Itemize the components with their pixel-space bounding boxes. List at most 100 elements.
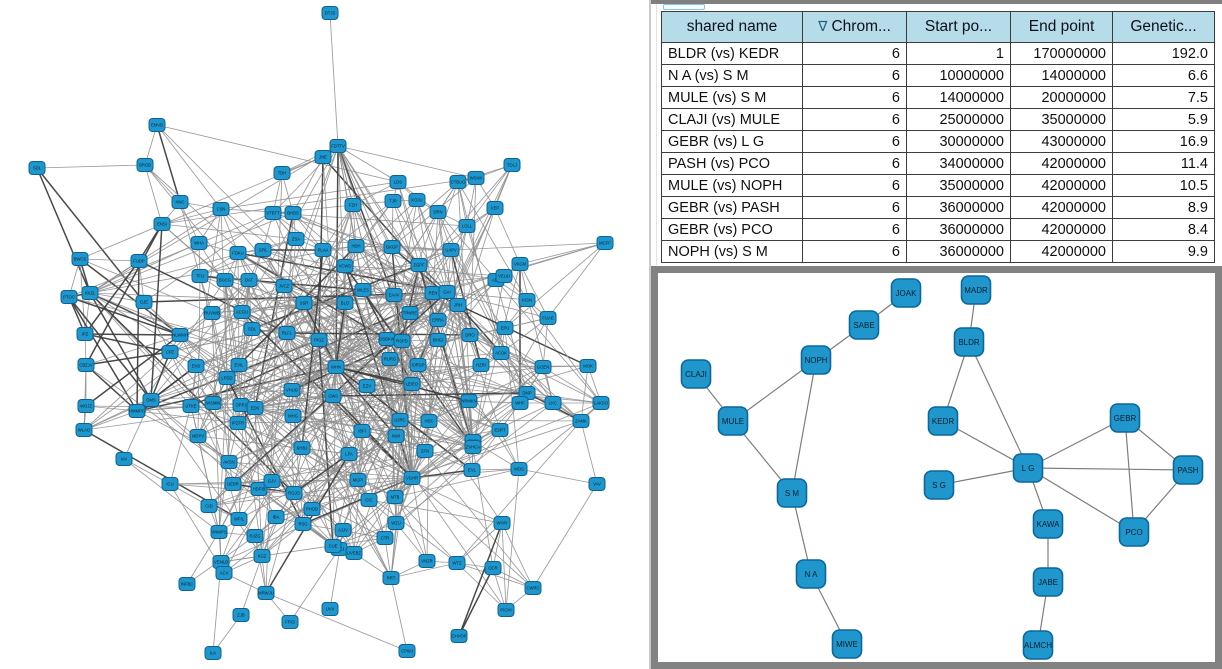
network-node[interactable]: VNZR: [418, 554, 436, 568]
network-node[interactable]: RJZG: [246, 529, 264, 543]
network-node[interactable]: LAKSO: [592, 396, 610, 410]
network-node[interactable]: ENSI: [153, 217, 171, 231]
network-node[interactable]: ALMCH: [1022, 630, 1054, 660]
network-node[interactable]: CLAJI: [680, 359, 712, 389]
network-node[interactable]: CUE: [324, 539, 342, 553]
network-node[interactable]: IBA: [267, 510, 285, 524]
network-node[interactable]: CID: [200, 499, 218, 513]
network-node[interactable]: SDL: [243, 322, 261, 336]
network-node[interactable]: GRL: [254, 243, 272, 257]
column-header-chrom[interactable]: ∇ Chrom...: [802, 11, 907, 43]
filter-icon[interactable]: ∇: [818, 18, 828, 34]
network-node[interactable]: DAT: [240, 273, 258, 287]
network-node[interactable]: AJJV: [334, 523, 352, 537]
table-cell[interactable]: 6: [802, 196, 907, 219]
network-node[interactable]: UJRC: [391, 413, 409, 427]
network-node[interactable]: NWI: [387, 429, 405, 443]
network-node[interactable]: OCR: [484, 561, 502, 575]
network-node[interactable]: VCWD: [336, 259, 354, 273]
network-node[interactable]: TDH: [273, 166, 291, 180]
network-node[interactable]: CTR: [376, 531, 394, 545]
network-node[interactable]: SSR: [295, 296, 313, 310]
network-node[interactable]: ZAMK: [572, 414, 590, 428]
network-node[interactable]: KEP: [486, 201, 504, 215]
network-node[interactable]: MHG: [284, 409, 302, 423]
network-node[interactable]: JRH: [449, 298, 467, 312]
table-cell[interactable]: 36000000: [906, 218, 1011, 241]
table-cell[interactable]: MULE (vs) S M: [661, 86, 803, 109]
network-node[interactable]: HZRI: [472, 358, 490, 372]
table-cell[interactable]: 6: [802, 64, 907, 87]
network-node[interactable]: UAPV: [442, 243, 460, 257]
network-node[interactable]: WFIL: [230, 512, 248, 526]
network-node[interactable]: WHN: [327, 360, 345, 374]
network-node[interactable]: WHF: [511, 396, 529, 410]
network-node[interactable]: EAAV: [385, 288, 403, 302]
table-cell[interactable]: 6: [802, 152, 907, 175]
network-node[interactable]: ZFN: [416, 444, 434, 458]
network-node[interactable]: JVCZ: [275, 279, 293, 293]
network-node[interactable]: CSN: [212, 202, 230, 216]
table-cell[interactable]: 16.9: [1112, 130, 1215, 153]
network-node[interactable]: PCO: [1118, 517, 1150, 547]
network-node[interactable]: RURG: [381, 352, 399, 366]
network-node[interactable]: IORSP: [409, 358, 427, 372]
table-cell[interactable]: 34000000: [906, 152, 1011, 175]
table-row[interactable]: NOPH (vs) S M 6 36000000 42000000 9.9: [661, 240, 1215, 263]
network-node[interactable]: JABE: [1032, 567, 1064, 597]
network-node[interactable]: VAV: [588, 477, 606, 491]
network-node[interactable]: TOLJ: [503, 158, 521, 172]
network-node[interactable]: FDKU: [229, 246, 247, 260]
network-node[interactable]: TFIJ: [191, 269, 209, 283]
network-node[interactable]: SABE: [848, 310, 880, 340]
network-node[interactable]: KHBJ: [293, 441, 311, 455]
table-cell[interactable]: 7.5: [1112, 86, 1215, 109]
table-cell[interactable]: 8.9: [1112, 196, 1215, 219]
network-node[interactable]: ZVHCA: [464, 440, 482, 454]
column-header-sharedname[interactable]: shared name: [661, 11, 803, 43]
table-cell[interactable]: 30000000: [906, 130, 1011, 153]
network-node[interactable]: PLAA: [314, 243, 332, 257]
table-cell[interactable]: 35000000: [906, 174, 1011, 197]
network-node[interactable]: EZV: [358, 379, 376, 393]
network-node[interactable]: LEIEO: [403, 377, 421, 391]
panel-splitter[interactable]: [649, 0, 651, 669]
network-node[interactable]: KISN: [518, 293, 536, 307]
network-node[interactable]: IPZ: [76, 327, 94, 341]
table-row[interactable]: BLDR (vs) KEDR 6 1 170000000 192.0: [661, 42, 1215, 65]
table-cell[interactable]: 6: [802, 108, 907, 131]
network-node[interactable]: S G: [923, 470, 955, 500]
table-cell[interactable]: BLDR (vs) KEDR: [661, 42, 803, 65]
network-node[interactable]: UTKE: [182, 399, 200, 413]
table-cell[interactable]: 8.4: [1112, 218, 1215, 241]
network-node[interactable]: HDC: [420, 414, 438, 428]
network-node[interactable]: HDFIB: [250, 482, 268, 496]
table-row[interactable]: CLAJI (vs) MULE 6 25000000 35000000 5.9: [661, 108, 1215, 131]
network-node[interactable]: JNE: [314, 150, 332, 164]
table-cell[interactable]: 42000000: [1010, 218, 1113, 241]
table-cell[interactable]: MULE (vs) NOPH: [661, 174, 803, 197]
network-node[interactable]: VKCM: [511, 257, 529, 271]
network-node[interactable]: VHUG: [283, 383, 301, 397]
table-cell[interactable]: 6.6: [1112, 64, 1215, 87]
table-cell[interactable]: 1: [906, 42, 1011, 65]
network-node[interactable]: GHVOP: [450, 629, 468, 643]
network-node[interactable]: CWRC: [524, 581, 542, 595]
network-node[interactable]: BLO: [336, 296, 354, 310]
network-node[interactable]: RRT: [382, 571, 400, 585]
network-node[interactable]: PHOD: [303, 502, 321, 516]
table-cell[interactable]: 6: [802, 86, 907, 109]
network-node[interactable]: LPDD: [218, 371, 236, 385]
column-header-startpo[interactable]: Start po...: [906, 11, 1011, 43]
network-node[interactable]: LOLL: [458, 219, 476, 233]
table-cell[interactable]: NOPH (vs) S M: [661, 240, 803, 263]
network-node[interactable]: DRN: [429, 205, 447, 219]
network-node[interactable]: VGHR: [403, 471, 421, 485]
network-node[interactable]: GAI: [438, 285, 456, 299]
table-cell[interactable]: 14000000: [1010, 64, 1113, 87]
network-node[interactable]: KEDR: [927, 406, 959, 436]
network-node[interactable]: WSMM: [204, 396, 222, 410]
network-node[interactable]: IPZFR: [229, 416, 247, 430]
network-node[interactable]: TRNRE: [401, 306, 419, 320]
table-cell[interactable]: 6: [802, 130, 907, 153]
